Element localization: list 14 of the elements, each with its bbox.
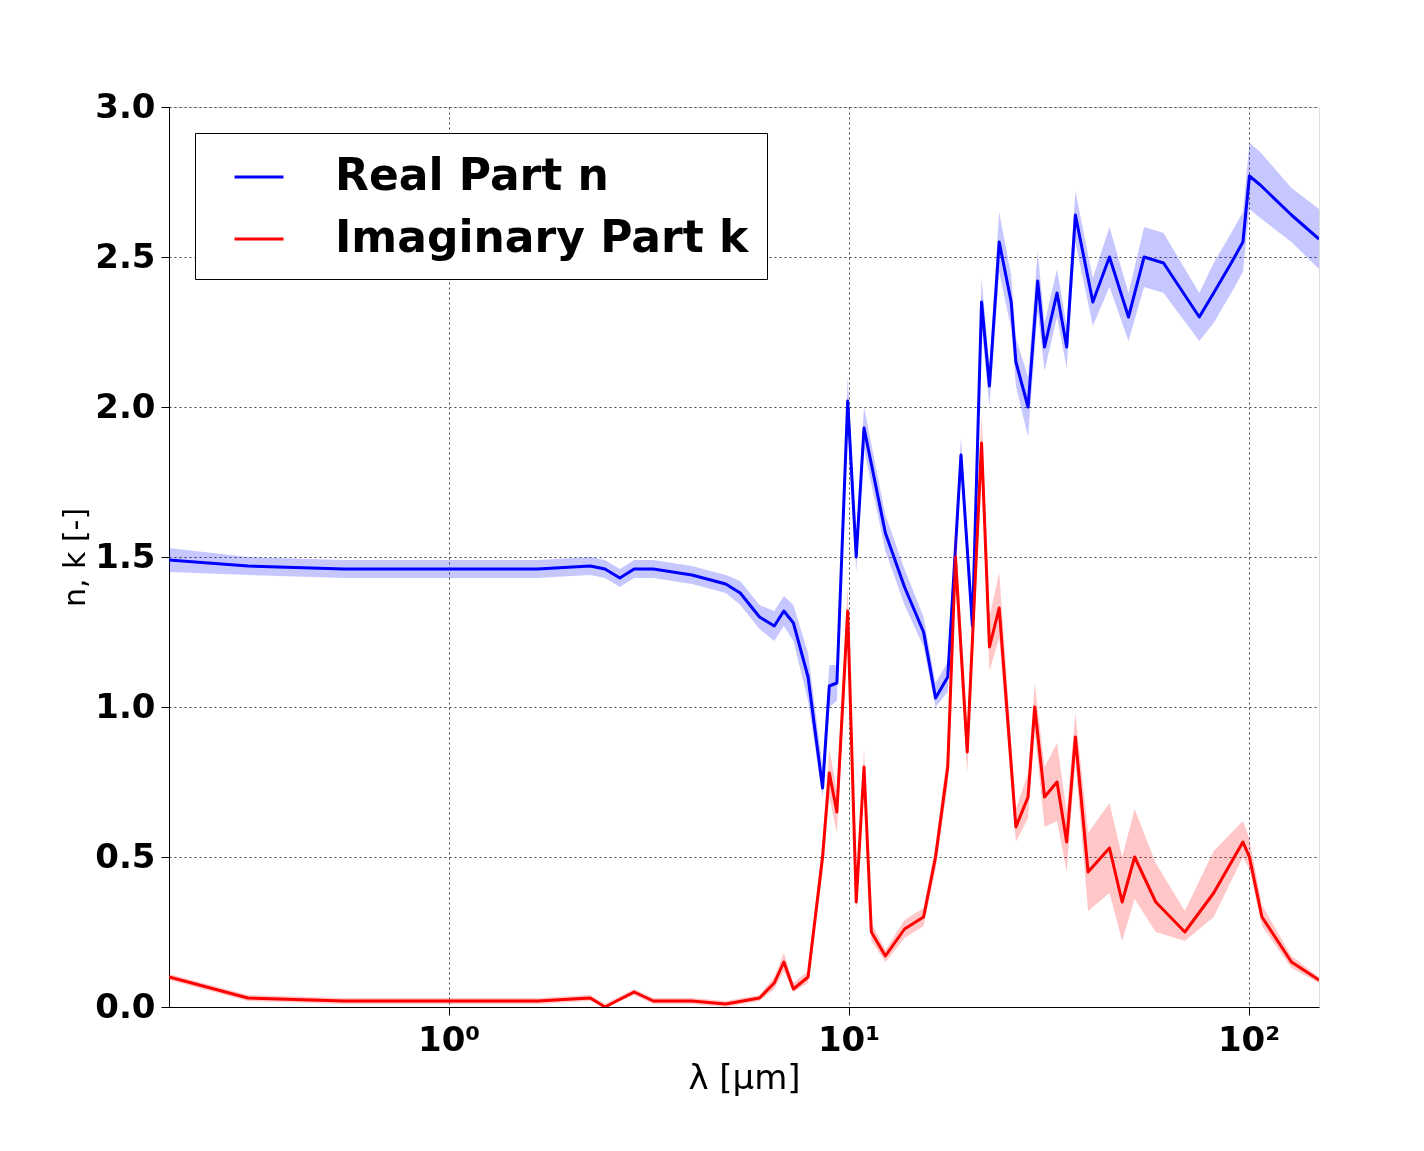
x-axis-title: λ [μm] [688, 1056, 801, 1097]
y-tick-label: 0.0 [95, 985, 156, 1026]
y-tick-label: 1.5 [95, 535, 156, 576]
y-tick-label: 0.5 [95, 835, 156, 876]
x-tick-label: 10⁰ [417, 1018, 481, 1059]
y-tick-label: 1.0 [95, 685, 156, 726]
legend-label: Imaginary Part k [335, 211, 751, 262]
x-tick-label: 10¹ [817, 1018, 881, 1059]
x-tick-label: 10² [1217, 1018, 1281, 1059]
y-tick-label: 2.0 [95, 385, 156, 426]
y-tick-label: 2.5 [95, 235, 156, 276]
y-tick-label: 3.0 [95, 85, 156, 126]
legend-label: Real Part n [335, 149, 609, 200]
y-axis-title: n, k [-] [57, 507, 93, 608]
